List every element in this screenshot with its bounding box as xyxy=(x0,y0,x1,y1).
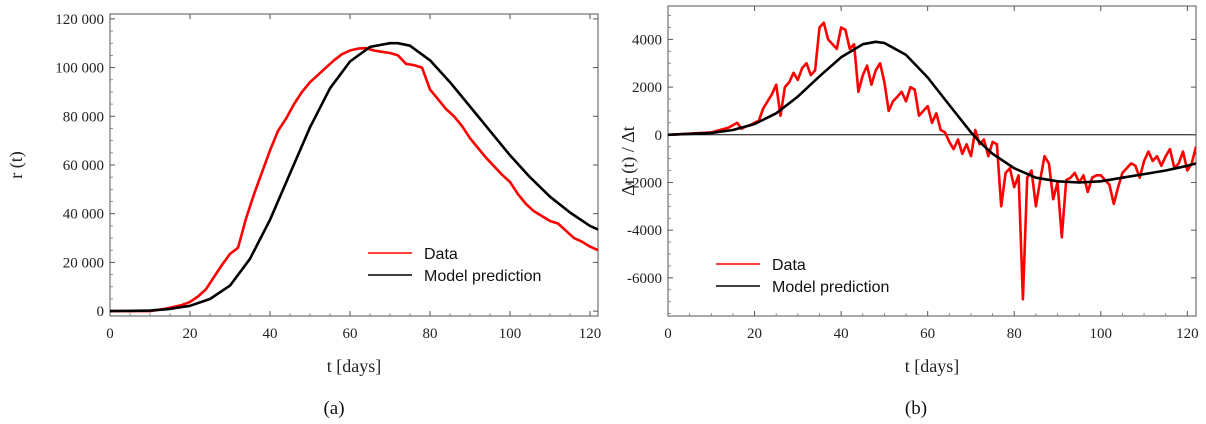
chart-panel-b: 0 20 40 60 80 100 120 -6000 -4000 -2000 0 2000 4000 D… xyxy=(618,5,1199,419)
series-line-data xyxy=(668,21,1196,301)
y-tick-label: 20 000 xyxy=(63,255,104,271)
x-tick-label: 0 xyxy=(664,326,672,342)
legend-entry: Data xyxy=(424,246,458,263)
chart-panel-a: 0 20 40 60 80 100 120 0 20 000 40 000 60 000 80 000… xyxy=(6,12,601,419)
y-tick-label: 80 000 xyxy=(63,109,104,125)
x-tick-label: 60 xyxy=(920,326,935,342)
series-line-model-prediction xyxy=(110,41,598,313)
x-tick-label: 40 xyxy=(834,326,849,342)
legend-entry: Data xyxy=(772,257,806,274)
x-tick-label: 20 xyxy=(747,326,762,342)
y-tick-label: 0 xyxy=(97,304,105,320)
y-tick-label: 100 000 xyxy=(55,61,104,77)
series-line-data xyxy=(110,46,598,313)
y-tick-label: -2000 xyxy=(627,175,662,191)
panel-label: (a) xyxy=(323,398,344,419)
series-line-model-prediction xyxy=(668,40,1196,184)
y-tick-label: 0 xyxy=(655,128,663,144)
y-tick-label: 60 000 xyxy=(63,158,104,174)
y-tick-label: -6000 xyxy=(627,271,662,287)
x-tick-label: 100 xyxy=(499,326,522,342)
y-axis-label: r (t) xyxy=(6,151,27,178)
y-tick-label: -4000 xyxy=(627,223,662,239)
y-tick-label: 120 000 xyxy=(55,12,104,28)
x-axis-label: t [days] xyxy=(905,356,959,376)
x-axis-label: t [days] xyxy=(327,356,381,376)
x-tick-label: 0 xyxy=(106,326,114,342)
plot-frame xyxy=(667,5,1197,317)
panel-label: (b) xyxy=(905,398,927,419)
x-tick-label: 20 xyxy=(183,326,198,342)
legend-entry: Model prediction xyxy=(424,268,541,285)
x-tick-label: 80 xyxy=(1007,326,1022,342)
x-tick-label: 120 xyxy=(1176,326,1199,342)
y-tick-label: 40 000 xyxy=(63,207,104,223)
x-tick-label: 100 xyxy=(1090,326,1113,342)
y-axis-label: Δr (t) / Δt xyxy=(618,126,639,196)
x-tick-label: 60 xyxy=(343,326,358,342)
x-tick-label: 80 xyxy=(423,326,438,342)
y-tick-label: 2000 xyxy=(632,80,662,96)
x-tick-label: 120 xyxy=(579,326,602,342)
x-tick-label: 40 xyxy=(263,326,278,342)
legend-entry: Model prediction xyxy=(772,279,889,296)
y-tick-label: 4000 xyxy=(632,32,662,48)
